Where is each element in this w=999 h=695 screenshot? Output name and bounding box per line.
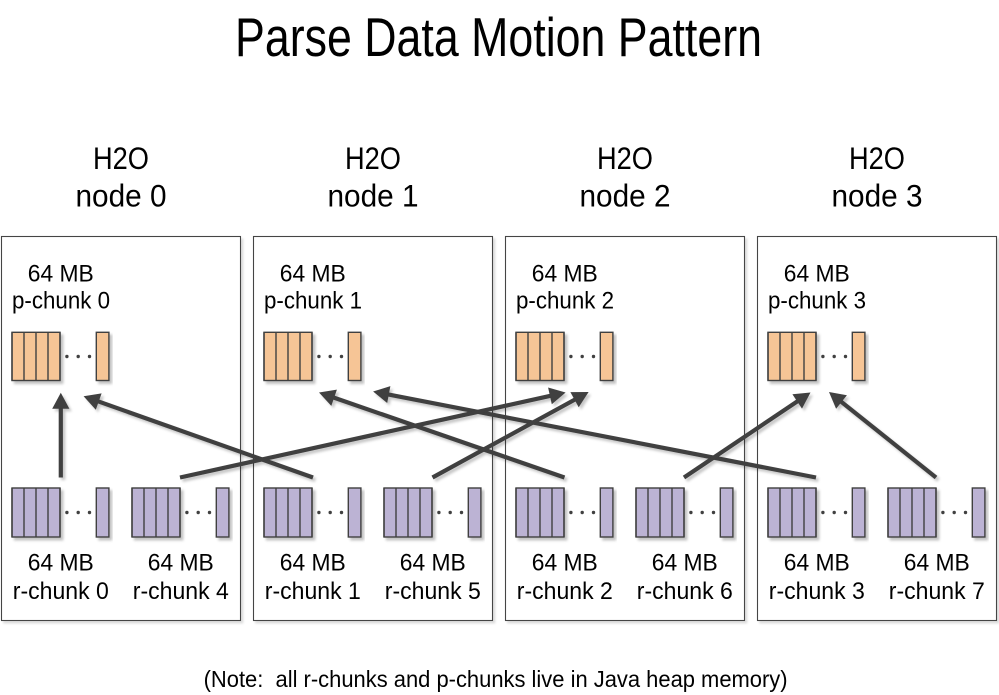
svg-text:64 MB: 64 MB — [652, 550, 718, 576]
svg-text:r-chunk 0: r-chunk 0 — [13, 579, 109, 605]
svg-text:r-chunk 4: r-chunk 4 — [133, 579, 229, 605]
svg-text:64 MB: 64 MB — [400, 550, 466, 576]
svg-text:r-chunk 6: r-chunk 6 — [637, 579, 733, 605]
svg-text:H2O: H2O — [345, 140, 401, 176]
svg-text:64 MB: 64 MB — [532, 550, 598, 576]
svg-text:64 MB: 64 MB — [904, 550, 970, 576]
svg-text:64 MB: 64 MB — [28, 262, 94, 288]
svg-text:H2O: H2O — [849, 140, 905, 176]
svg-text:(Note: all r-chunks and p-chu: (Note: all r-chunks and p-chunks live in… — [204, 666, 788, 692]
svg-text:64 MB: 64 MB — [784, 262, 850, 288]
svg-text:r-chunk 2: r-chunk 2 — [517, 579, 613, 605]
svg-text:r-chunk 3: r-chunk 3 — [769, 579, 865, 605]
svg-text:node 3: node 3 — [832, 177, 923, 213]
svg-text:H2O: H2O — [93, 140, 149, 176]
svg-text:node 2: node 2 — [580, 177, 671, 213]
svg-text:p-chunk 3: p-chunk 3 — [768, 289, 866, 315]
svg-text:64 MB: 64 MB — [148, 550, 214, 576]
svg-text:p-chunk 0: p-chunk 0 — [12, 289, 110, 315]
svg-text:Parse Data Motion Pattern: Parse Data Motion Pattern — [235, 6, 762, 68]
svg-text:64 MB: 64 MB — [28, 550, 94, 576]
svg-text:r-chunk 1: r-chunk 1 — [265, 579, 361, 605]
svg-text:node 1: node 1 — [328, 177, 419, 213]
svg-text:64 MB: 64 MB — [784, 550, 850, 576]
svg-text:p-chunk 1: p-chunk 1 — [264, 289, 362, 315]
svg-text:64 MB: 64 MB — [532, 262, 598, 288]
svg-text:r-chunk 5: r-chunk 5 — [385, 579, 481, 605]
svg-text:64 MB: 64 MB — [280, 262, 346, 288]
svg-text:p-chunk 2: p-chunk 2 — [516, 289, 614, 315]
svg-text:H2O: H2O — [597, 140, 653, 176]
svg-text:r-chunk 7: r-chunk 7 — [889, 579, 985, 605]
svg-text:64 MB: 64 MB — [280, 550, 346, 576]
svg-text:node 0: node 0 — [76, 177, 167, 213]
